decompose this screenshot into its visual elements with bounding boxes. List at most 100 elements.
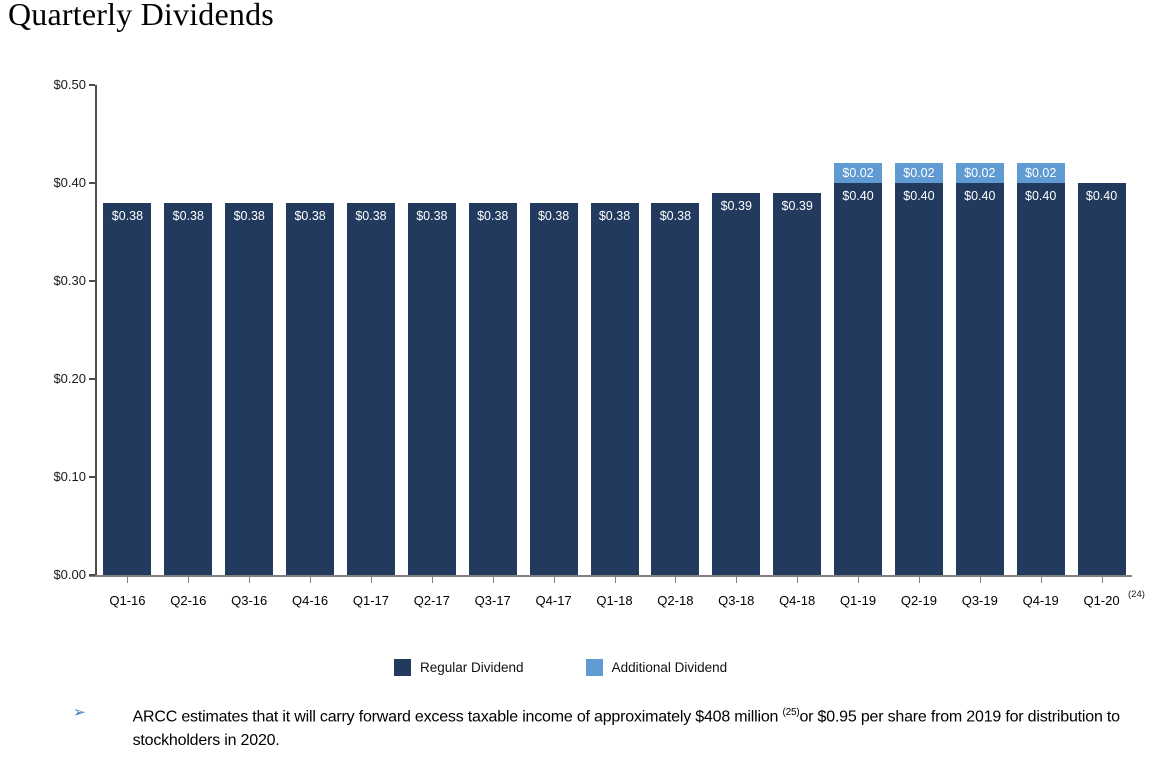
bar-regular: $0.38 bbox=[346, 202, 395, 575]
bar-value-label: $0.02 bbox=[1025, 166, 1057, 181]
footnote-superscript: (25) bbox=[782, 707, 800, 718]
x-tick-label: Q4-16 bbox=[292, 593, 329, 608]
bar-value-label: $0.40 bbox=[1025, 189, 1057, 203]
x-tick-label: Q1-17 bbox=[352, 593, 390, 608]
additional-dividend-swatch bbox=[585, 659, 603, 676]
bar-additional: $0.02 bbox=[955, 163, 1004, 183]
x-axis-tick bbox=[431, 577, 433, 583]
bar-value-label: $0.40 bbox=[842, 189, 874, 203]
bar-regular: $0.40 bbox=[955, 183, 1004, 575]
x-axis-tick bbox=[736, 577, 738, 583]
bar-regular: $0.38 bbox=[590, 202, 639, 575]
bar-value-label: $0.40 bbox=[903, 189, 935, 203]
y-axis-tick bbox=[89, 182, 95, 184]
x-axis-tick bbox=[492, 577, 494, 583]
bar-value-label: $0.38 bbox=[294, 208, 326, 223]
x-tick-label: Q3-19 bbox=[961, 593, 998, 608]
bar-value-label: $0.40 bbox=[1085, 189, 1118, 203]
page-title: Quarterly Dividends bbox=[8, 0, 274, 32]
x-tick-label: Q4-19 bbox=[1022, 593, 1059, 608]
legend: Regular Dividend Additional Dividend bbox=[394, 659, 727, 676]
bar-value-label: $0.39 bbox=[781, 198, 813, 213]
y-tick-label: $0.40 bbox=[53, 175, 86, 190]
bar-additional: $0.02 bbox=[834, 163, 883, 183]
x-tick-label: Q1-18 bbox=[596, 593, 633, 608]
footnote-text: ARCC estimates that it will carry forwar… bbox=[133, 701, 1135, 753]
bar-regular: $0.40 bbox=[1016, 183, 1065, 575]
bar-regular: $0.38 bbox=[286, 202, 335, 575]
y-axis-tick bbox=[89, 280, 95, 282]
bar-regular: $0.39 bbox=[712, 192, 761, 575]
bar-regular: $0.38 bbox=[407, 202, 456, 575]
x-tick-label: Q3-16 bbox=[231, 593, 268, 608]
x-tick-label: Q4-17 bbox=[535, 593, 572, 608]
arrow-bullet-icon: ➢ bbox=[73, 704, 86, 721]
bar-regular: $0.38 bbox=[103, 202, 152, 575]
x-tick-label: Q2-17 bbox=[413, 593, 450, 608]
bar-value-label: $0.38 bbox=[537, 208, 570, 223]
x-tick-label: Q4-18 bbox=[779, 593, 816, 608]
y-tick-label: $0.30 bbox=[53, 273, 86, 288]
y-tick-label: $0.20 bbox=[53, 371, 86, 386]
bar-value-label: $0.39 bbox=[720, 198, 752, 213]
y-axis-tick bbox=[89, 378, 95, 380]
x-axis-tick bbox=[370, 577, 372, 583]
bar-additional: $0.02 bbox=[1016, 163, 1065, 183]
y-axis-tick bbox=[89, 476, 95, 478]
x-axis-line bbox=[89, 575, 1132, 577]
bar-regular: $0.38 bbox=[164, 202, 213, 575]
x-tick-label: Q2-19 bbox=[900, 593, 937, 608]
bar-regular: $0.38 bbox=[529, 202, 578, 575]
bar-value-label: $0.40 bbox=[964, 189, 996, 203]
y-tick-label: $0.50 bbox=[53, 77, 86, 92]
bar-regular: $0.40 bbox=[894, 183, 943, 575]
legend-item-regular-dividend: Regular Dividend bbox=[394, 659, 524, 676]
x-tick-label: Q2-18 bbox=[657, 593, 694, 608]
x-axis-tick bbox=[979, 577, 981, 583]
bar-value-label: $0.02 bbox=[964, 166, 996, 181]
footnote-text-part2: or $0.95 per share from 2019 for distrib… bbox=[132, 708, 1120, 750]
x-axis-tick bbox=[1040, 577, 1042, 583]
x-axis-tick bbox=[797, 577, 799, 583]
bar-additional: $0.02 bbox=[894, 163, 943, 183]
legend-label: Regular Dividend bbox=[420, 660, 524, 675]
x-axis-tick bbox=[1101, 577, 1103, 583]
bar-value-label: $0.38 bbox=[659, 208, 692, 223]
y-axis-tick bbox=[89, 574, 95, 576]
bar-regular: $0.38 bbox=[468, 202, 517, 575]
x-axis-tick bbox=[675, 577, 677, 583]
x-axis-tick bbox=[249, 577, 251, 583]
bar-regular: $0.39 bbox=[773, 192, 822, 575]
legend-item-additional-dividend: Additional Dividend bbox=[585, 659, 728, 676]
bar-value-label: $0.38 bbox=[355, 208, 387, 223]
bar-value-label: $0.38 bbox=[416, 208, 448, 223]
x-tick-label: Q2-16 bbox=[170, 593, 207, 608]
x-tick-label: Q1-20 bbox=[1083, 593, 1120, 608]
bar-regular: $0.40 bbox=[834, 183, 883, 575]
y-axis-tick bbox=[89, 84, 95, 86]
x-tick-label: Q1-19 bbox=[839, 593, 877, 608]
x-axis-tick bbox=[188, 577, 190, 583]
x-axis-tick bbox=[310, 577, 312, 583]
x-tick-label: Q3-17 bbox=[474, 593, 511, 608]
bar-regular: $0.38 bbox=[225, 202, 274, 575]
bar-value-label: $0.38 bbox=[233, 208, 265, 223]
bar-value-label: $0.02 bbox=[903, 166, 935, 181]
bar-value-label: $0.02 bbox=[842, 166, 874, 181]
bar-value-label: $0.38 bbox=[111, 208, 144, 223]
x-tick-label: Q1-16 bbox=[109, 593, 146, 608]
footnote-text-part1: ARCC estimates that it will carry forwar… bbox=[132, 708, 783, 726]
x-axis-tick bbox=[858, 577, 860, 583]
y-tick-label: $0.10 bbox=[53, 469, 86, 484]
y-tick-label: $0.00 bbox=[53, 567, 86, 582]
bar-value-label: $0.38 bbox=[477, 208, 509, 223]
x-axis-tick bbox=[614, 577, 616, 583]
bar-regular: $0.38 bbox=[651, 202, 700, 575]
axis-footnote-marker: (24) bbox=[1128, 589, 1145, 600]
bar-value-label: $0.38 bbox=[172, 208, 204, 223]
x-axis-tick bbox=[553, 577, 555, 583]
x-tick-label: Q3-18 bbox=[718, 593, 755, 608]
y-axis-line bbox=[95, 85, 97, 575]
legend-label: Additional Dividend bbox=[611, 660, 728, 675]
